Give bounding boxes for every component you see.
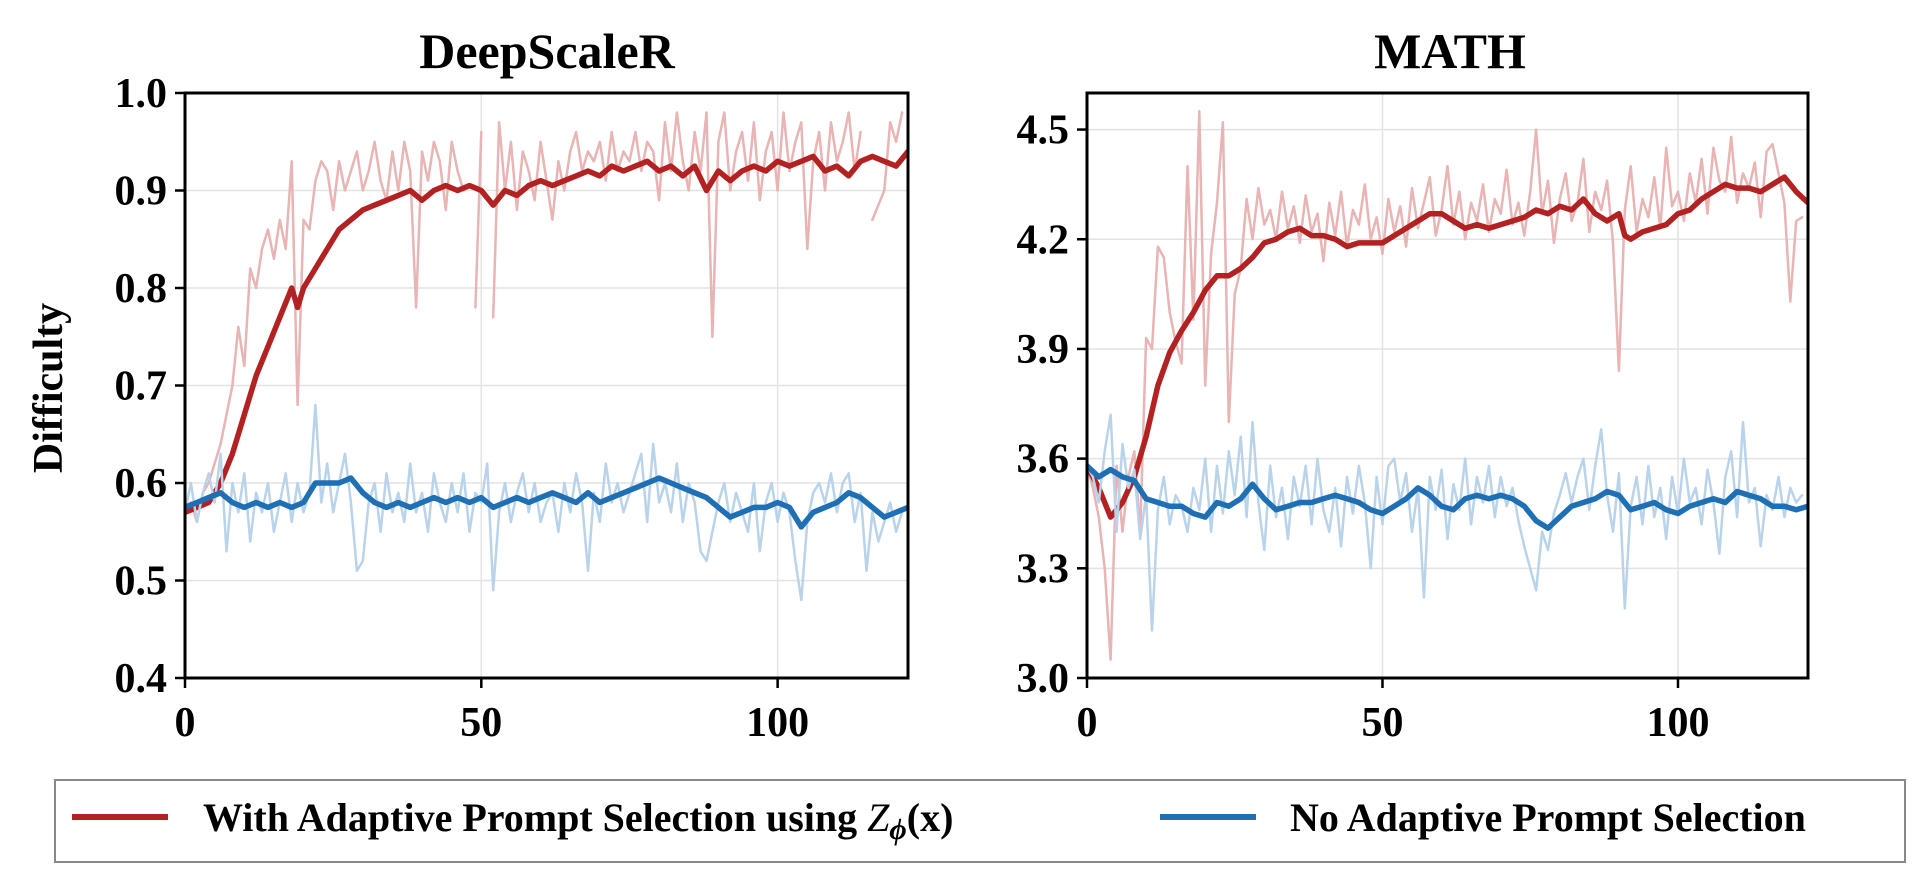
series-line-adaptive [1087, 174, 1808, 520]
series-line-baseline [1087, 463, 1808, 531]
chart-panel-deepscaler: DeepScaleR Difficulty 0 50 100 0.4 0.5 0.6 0.7… [26, 23, 910, 746]
series-line-baseline [185, 475, 908, 530]
chart-title: DeepScaleR [419, 23, 675, 79]
x-tick-label: 0 [1077, 700, 1098, 746]
series-line-adaptive-raw [1087, 110, 1804, 661]
y-tick-label: 4.2 [1017, 217, 1070, 263]
y-tick-label: 0.5 [115, 559, 168, 605]
y-tick-label: 4.5 [1017, 108, 1070, 154]
series-line-baseline-raw [185, 403, 904, 602]
legend-label-adaptive-suffix: (x) [907, 795, 954, 840]
x-tick-label: 50 [460, 700, 502, 746]
y-tick-label: 1.0 [115, 71, 168, 117]
legend-label-adaptive-sub: ϕ [889, 813, 906, 846]
series-line-adaptive [185, 148, 908, 516]
series-group [185, 111, 908, 602]
legend: With Adaptive Prompt Selection using Zϕ(… [54, 779, 1906, 863]
y-tick-label: 3.9 [1017, 327, 1070, 373]
y-tick-label: 0.4 [115, 656, 168, 702]
chart-panel-math: MATH 0 50 100 3.0 3.3 3.6 3.9 4.2 4.5 [1017, 23, 1810, 746]
y-tick-label: 0.7 [115, 364, 168, 410]
series-line-adaptive-raw [491, 111, 862, 339]
chart-title: MATH [1374, 23, 1526, 79]
legend-label-adaptive-math: Z [867, 795, 890, 840]
y-tick-label: 0.8 [115, 266, 168, 312]
y-tick-label: 3.0 [1017, 656, 1070, 702]
y-tick-label: 0.6 [115, 461, 168, 507]
legend-label-adaptive-prefix: With Adaptive Prompt Selection using [203, 795, 867, 840]
series-line-adaptive-raw [185, 140, 465, 524]
y-tick-label: 0.9 [115, 169, 168, 215]
legend-entry-baseline: No Adaptive Prompt Selection [1290, 795, 1806, 840]
y-tick-label: 3.3 [1017, 546, 1070, 592]
y-tick-label: 3.6 [1017, 437, 1070, 483]
y-axis-label: Difficulty [26, 303, 72, 473]
x-tick-label: 0 [175, 700, 196, 746]
series-line-adaptive-raw [474, 130, 483, 309]
x-tick-label: 100 [746, 700, 809, 746]
legend-frame [54, 779, 1906, 863]
plot-frame [1085, 91, 1810, 680]
series-line-baseline-raw [1087, 413, 1804, 632]
x-tick-label: 50 [1361, 700, 1403, 746]
x-tick-label: 100 [1646, 700, 1709, 746]
legend-entry-adaptive: With Adaptive Prompt Selection using Zϕ(… [203, 795, 953, 846]
series-line-adaptive-raw [871, 111, 904, 222]
series-group [1087, 110, 1808, 661]
